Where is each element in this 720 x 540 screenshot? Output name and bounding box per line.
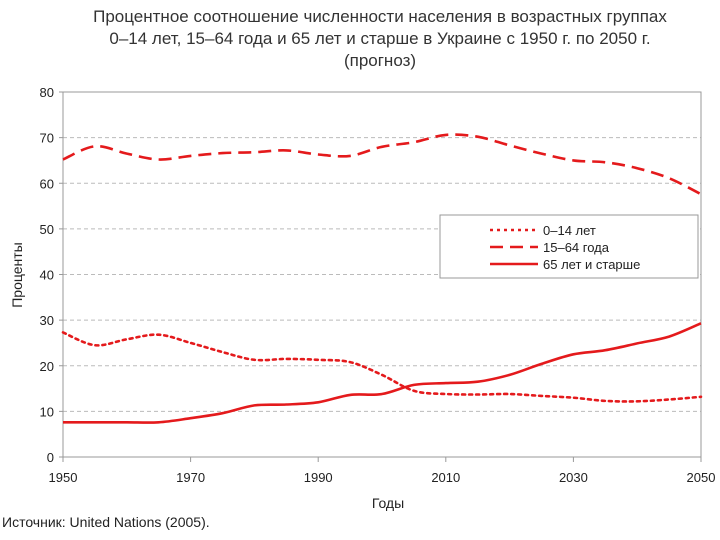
- series-line-2: [62, 133, 702, 196]
- legend: 0–14 лет 15–64 года 65 лет и старше: [439, 214, 699, 279]
- legend-box: [439, 214, 699, 279]
- y-tick-label: 0: [47, 450, 54, 465]
- grid-lines: [63, 137, 701, 412]
- legend-label-1: 0–14 лет: [543, 223, 596, 238]
- y-tick-label: 20: [40, 359, 54, 374]
- y-axis-label: Проценты: [9, 242, 25, 308]
- y-tick-label: 80: [40, 85, 54, 100]
- legend-label-2: 15–64 года: [543, 240, 610, 255]
- y-tick-label: 10: [40, 404, 54, 419]
- x-tick-label: 2030: [559, 470, 588, 485]
- y-tick-label: 70: [40, 131, 54, 146]
- x-tick-label: 2010: [431, 470, 460, 485]
- chart-title-line-2: 0–14 лет, 15–64 года и 65 лет и старше в…: [109, 29, 651, 48]
- x-axis-ticks: 1950 1970 1990 2010 2030 2050: [49, 457, 716, 485]
- x-axis-label: Годы: [372, 495, 404, 511]
- source-note: Источник: United Nations (2005).: [2, 514, 210, 530]
- series-line-1: [61, 331, 703, 403]
- series-lines: [61, 133, 703, 424]
- y-tick-label: 30: [40, 313, 54, 328]
- y-tick-label: 40: [40, 268, 54, 283]
- x-tick-label: 2050: [687, 470, 716, 485]
- legend-label-3: 65 лет и старше: [543, 257, 640, 272]
- x-tick-label: 1950: [49, 470, 78, 485]
- y-axis-ticks: 0 10 20 30 40 50 60 70 80: [40, 85, 63, 465]
- x-tick-label: 1970: [176, 470, 205, 485]
- series-line-3: [63, 322, 702, 424]
- chart-title-line-1: Процентное соотношение численности насел…: [93, 7, 667, 26]
- y-tick-label: 60: [40, 176, 54, 191]
- x-tick-label: 1990: [304, 470, 333, 485]
- y-tick-label: 50: [40, 222, 54, 237]
- chart-title-line-3: (прогноз): [343, 51, 417, 70]
- chart-title: Процентное соотношение численности насел…: [0, 6, 720, 72]
